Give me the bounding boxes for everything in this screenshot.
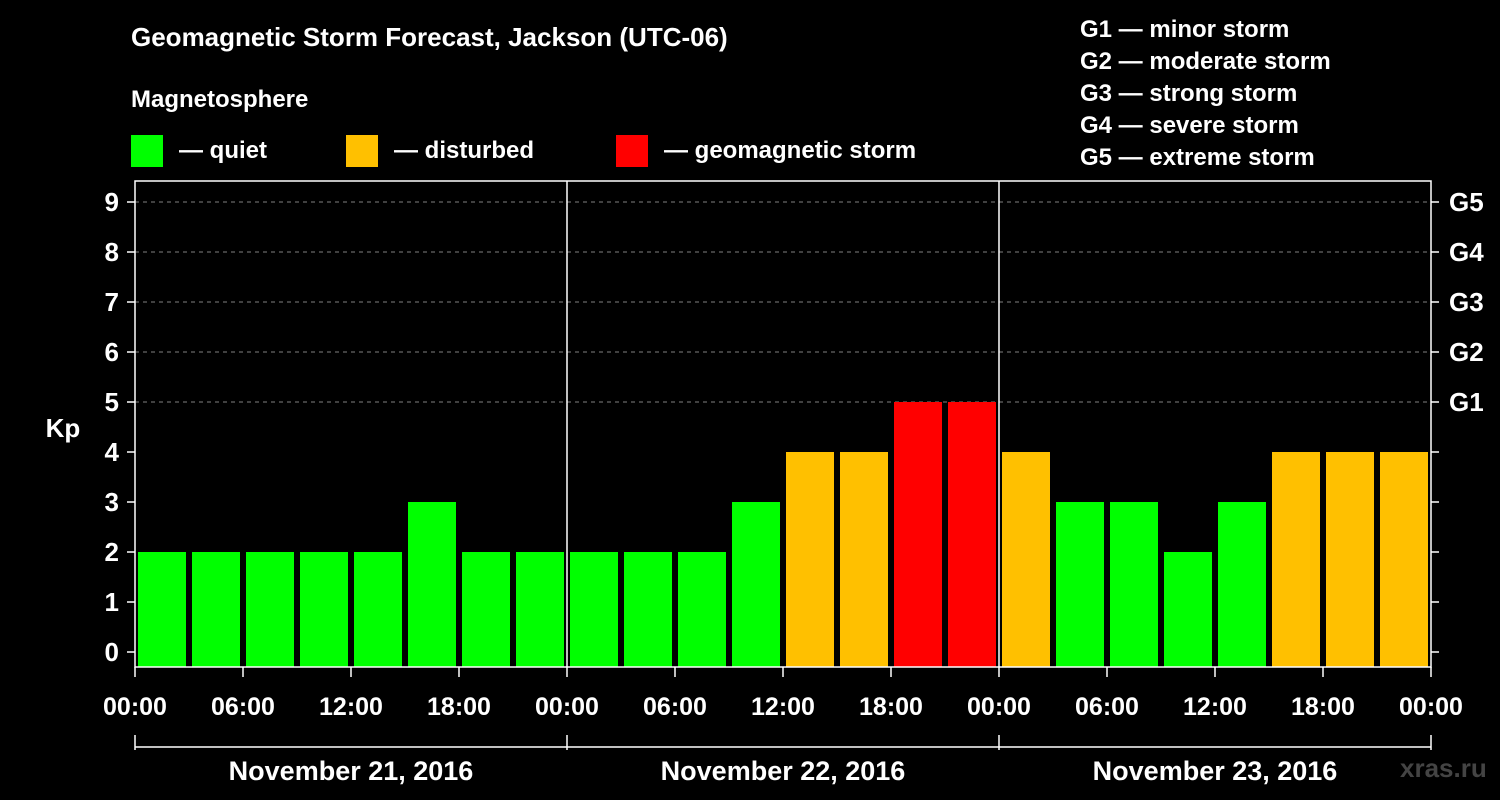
kp-bar bbox=[1164, 552, 1212, 667]
legend-storm: — geomagnetic storm bbox=[616, 135, 916, 167]
magnetosphere-label: Magnetosphere bbox=[131, 86, 309, 113]
legend-swatch-disturbed bbox=[346, 135, 378, 167]
x-tick-label: 00:00 bbox=[967, 693, 1031, 721]
kp-bar bbox=[948, 402, 996, 667]
kp-bar bbox=[1218, 502, 1266, 667]
kp-bar bbox=[192, 552, 240, 667]
watermark: xras.ru bbox=[1400, 753, 1487, 783]
day-label: November 21, 2016 bbox=[229, 756, 474, 786]
kp-bar bbox=[1380, 452, 1428, 667]
kp-bar bbox=[624, 552, 672, 667]
g-tick-label: G2 bbox=[1449, 337, 1484, 367]
y-tick-label: 7 bbox=[105, 287, 119, 317]
x-tick-label: 18:00 bbox=[427, 693, 491, 721]
x-tick-label: 06:00 bbox=[1075, 693, 1139, 721]
kp-bar bbox=[570, 552, 618, 667]
kp-bar bbox=[840, 452, 888, 667]
x-tick-label: 12:00 bbox=[319, 693, 383, 721]
day-label: November 23, 2016 bbox=[1093, 756, 1338, 786]
y-tick-label: 0 bbox=[105, 637, 119, 667]
x-tick-label: 18:00 bbox=[859, 693, 923, 721]
y-tick-label: 6 bbox=[105, 337, 119, 367]
kp-bar bbox=[1326, 452, 1374, 667]
chart-title: Geomagnetic Storm Forecast, Jackson (UTC… bbox=[131, 22, 728, 52]
legend-swatch-quiet bbox=[131, 135, 163, 167]
kp-bar bbox=[246, 552, 294, 667]
kp-bar bbox=[1002, 452, 1050, 667]
y-tick-label: 3 bbox=[105, 487, 119, 517]
x-tick-label: 00:00 bbox=[103, 693, 167, 721]
kp-bar bbox=[516, 552, 564, 667]
legend-label-storm: — geomagnetic storm bbox=[664, 137, 917, 164]
x-tick-label: 00:00 bbox=[1399, 693, 1463, 721]
kp-bar bbox=[732, 502, 780, 667]
x-tick-label: 06:00 bbox=[211, 693, 275, 721]
g-level-1: G1 — minor storm bbox=[1080, 16, 1290, 43]
legend-swatch-storm bbox=[616, 135, 648, 167]
x-tick-label: 12:00 bbox=[1183, 693, 1247, 721]
kp-bar bbox=[1272, 452, 1320, 667]
legend-disturbed: — disturbed bbox=[346, 135, 534, 167]
x-tick-label: 18:00 bbox=[1291, 693, 1355, 721]
g-level-5: G5 — extreme storm bbox=[1080, 144, 1315, 171]
g-level-3: G3 — strong storm bbox=[1080, 80, 1298, 107]
legend-label-quiet: — quiet bbox=[179, 137, 267, 164]
kp-bar bbox=[1110, 502, 1158, 667]
g-tick-label: G4 bbox=[1449, 237, 1484, 267]
day-label: November 22, 2016 bbox=[661, 756, 906, 786]
y-axis-label: Kp bbox=[46, 413, 81, 443]
g-tick-label: G1 bbox=[1449, 387, 1484, 417]
g-level-4: G4 — severe storm bbox=[1080, 112, 1299, 139]
kp-bar bbox=[678, 552, 726, 667]
legend-label-disturbed: — disturbed bbox=[394, 137, 535, 164]
g-tick-label: G3 bbox=[1449, 287, 1484, 317]
y-tick-label: 4 bbox=[105, 437, 120, 467]
kp-bar bbox=[1056, 502, 1104, 667]
kp-bar bbox=[894, 402, 942, 667]
x-tick-label: 00:00 bbox=[535, 693, 599, 721]
kp-bar bbox=[786, 452, 834, 667]
g-tick-label: G5 bbox=[1449, 187, 1484, 217]
legend-quiet: — quiet bbox=[131, 135, 267, 167]
g-level-2: G2 — moderate storm bbox=[1080, 48, 1331, 75]
y-tick-label: 2 bbox=[105, 537, 119, 567]
kp-bar bbox=[300, 552, 348, 667]
kp-bar bbox=[138, 552, 186, 667]
y-tick-label: 8 bbox=[105, 237, 119, 267]
kp-bar bbox=[462, 552, 510, 667]
g-level-legend: G1 — minor storm G2 — moderate storm G3 … bbox=[1080, 14, 1331, 174]
y-tick-label: 1 bbox=[105, 587, 119, 617]
y-tick-label: 5 bbox=[105, 387, 119, 417]
kp-bar bbox=[408, 502, 456, 667]
y-tick-label: 9 bbox=[105, 187, 119, 217]
x-tick-label: 06:00 bbox=[643, 693, 707, 721]
x-tick-label: 12:00 bbox=[751, 693, 815, 721]
kp-bar bbox=[354, 552, 402, 667]
